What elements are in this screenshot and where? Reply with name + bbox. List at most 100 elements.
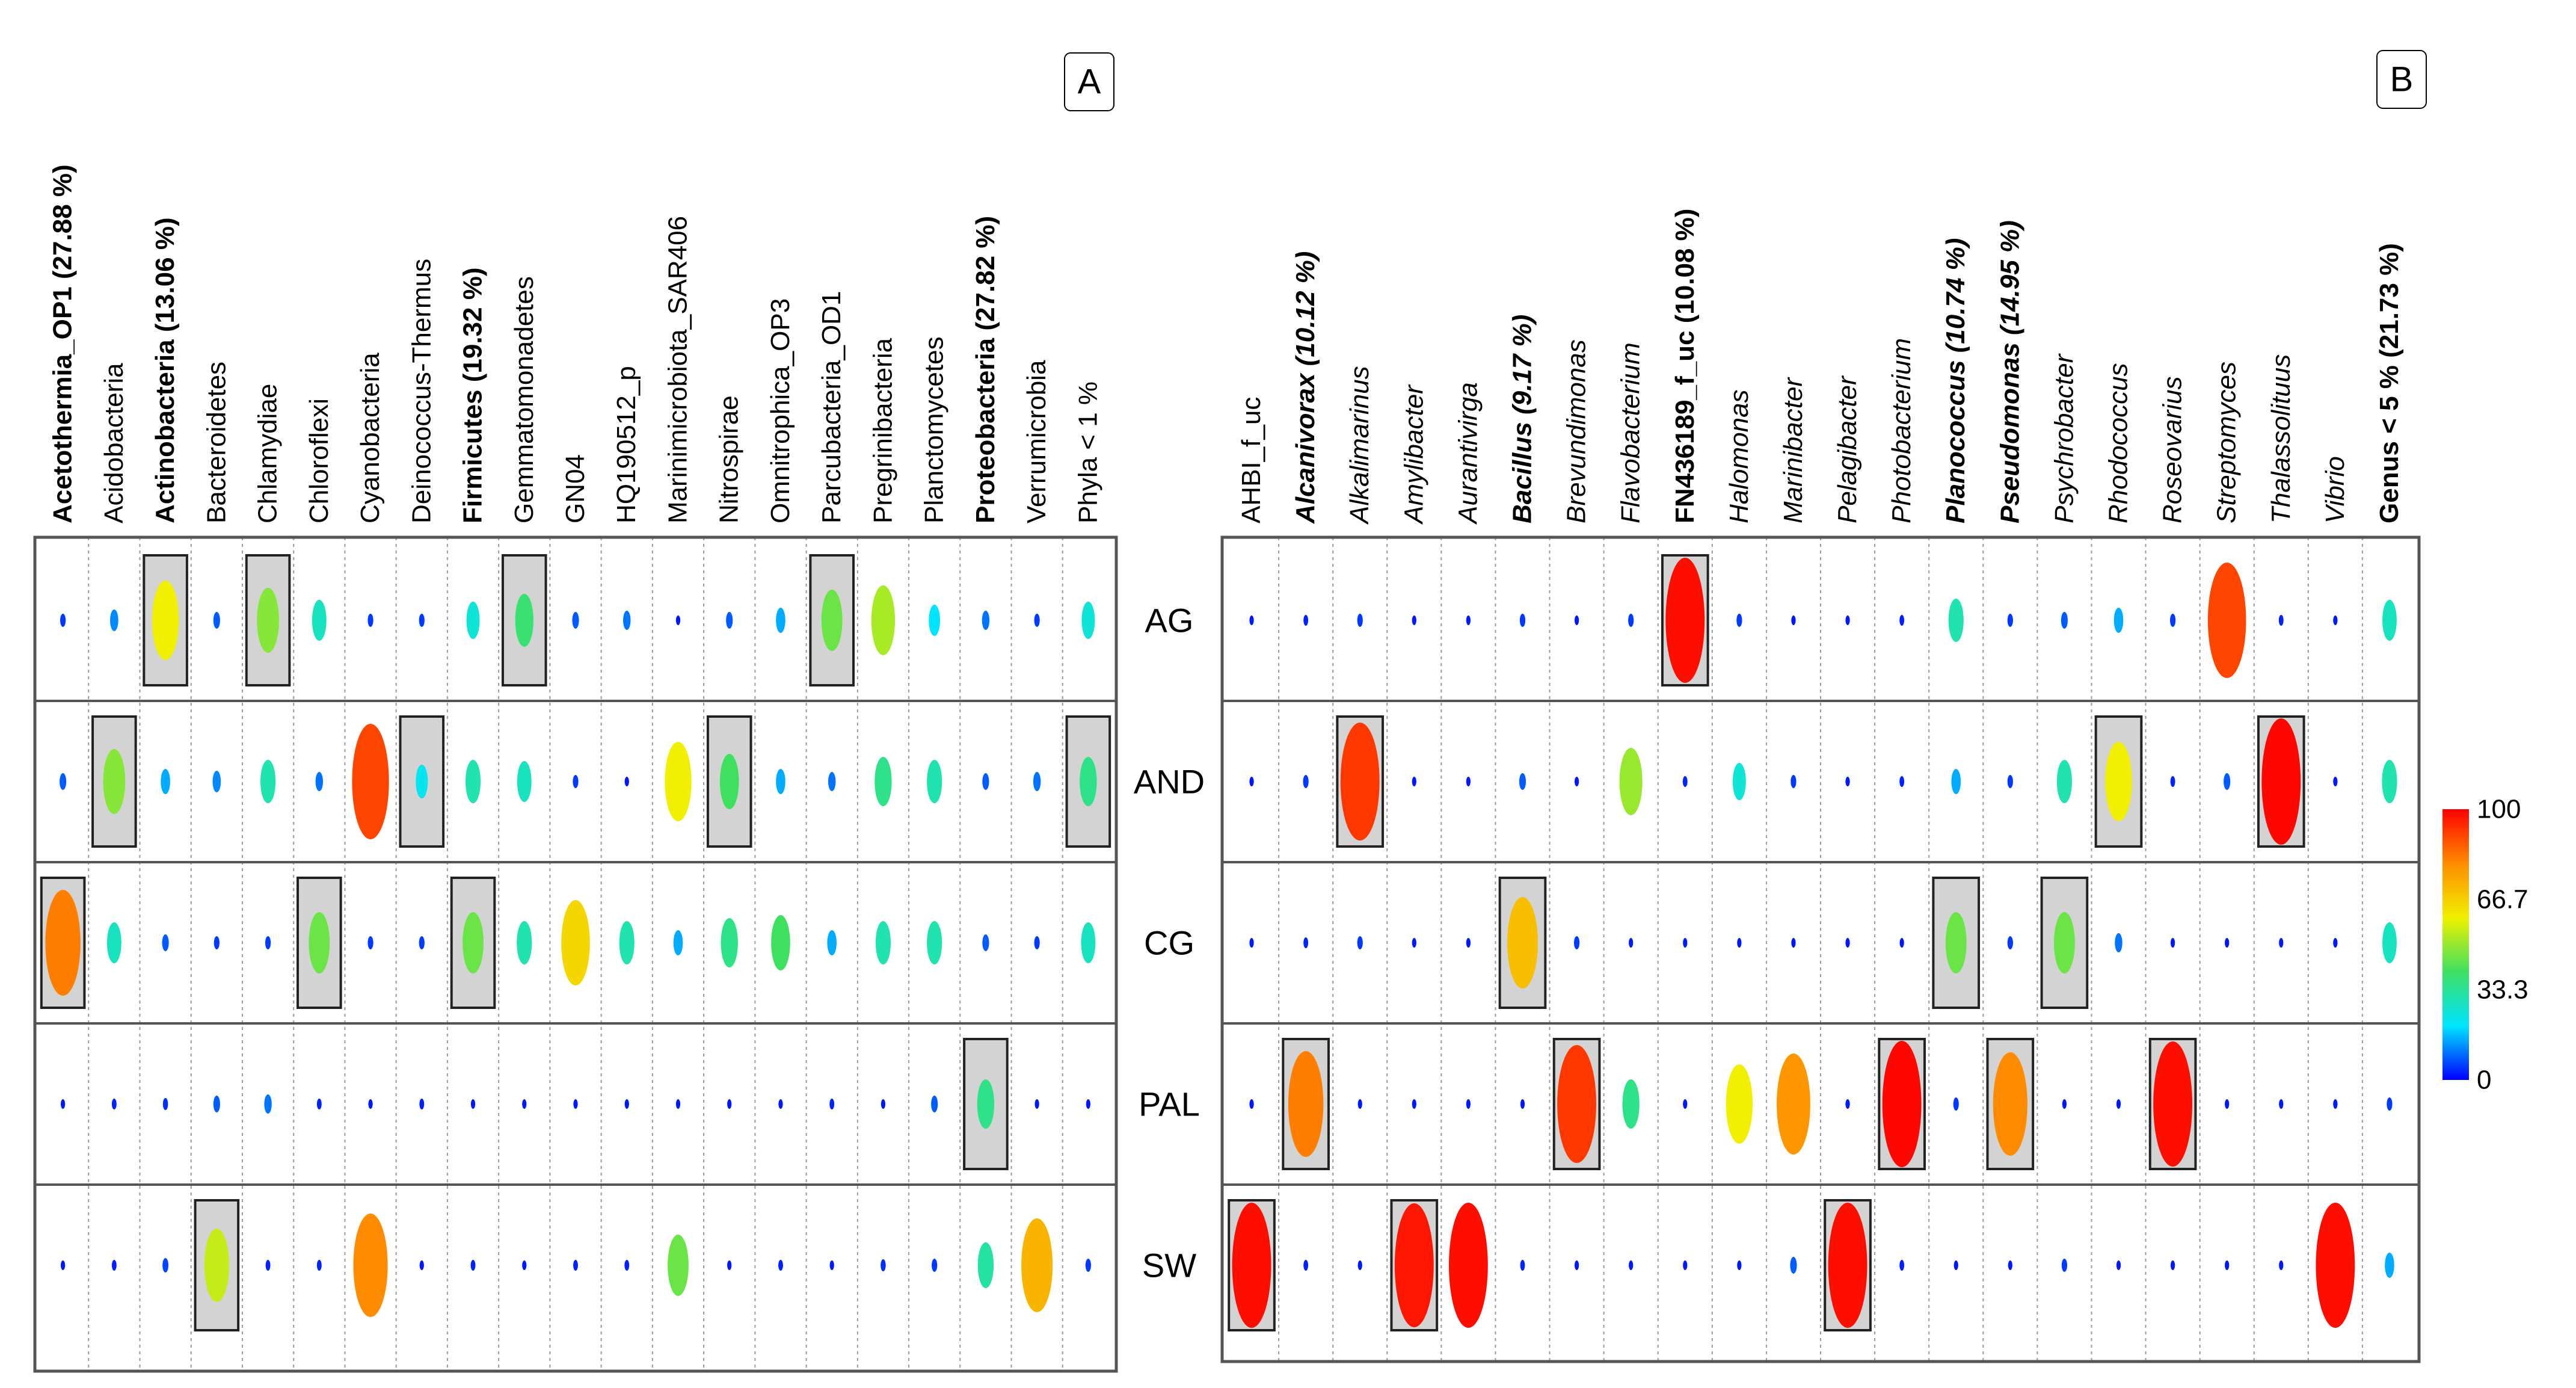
cell-bubble-pal-fn436189-f-uc-10-08 [1683,1099,1688,1109]
cell-bubble-pal-rhodococcus [2116,1099,2121,1109]
cell-bubble-and-genus-5-21-73 [2382,760,2397,803]
cell-bubble-and-verrumicrobia [1033,772,1041,791]
cell-bubble-cg-ahbi-f-uc [1249,938,1254,948]
cell-bubble-pal-halomonas [1726,1064,1753,1144]
cell-bubble-pal-proteobacteria-27-82 [977,1079,995,1129]
column-label-phyla-1: Phyla < 1 % [1073,381,1102,523]
cell-bubble-ag-bacteroidetes [213,612,220,629]
cell-bubble-ag-omnitrophica-op3 [776,608,785,633]
cell-bubble-sw-deinococcus-thermus [419,1260,424,1270]
cell-bubble-ag-ahbi-f-uc [1249,615,1254,625]
cell-bubble-and-streptomyces [2224,773,2231,790]
cell-bubble-ag-actinobacteria-13-06 [152,581,179,660]
column-label-gn04: GN04 [561,454,590,523]
cell-bubble-pal-amylibacter [1412,1099,1416,1109]
cell-bubble-ag-vibrio [2333,615,2338,625]
cell-bubble-cg-marinimicrobiota-sar406 [673,930,683,955]
cell-bubble-and-gemmatomonadetes [517,761,532,802]
panel-b-badge [2376,50,2427,109]
cell-bubble-cg-fn436189-f-uc-10-08 [1683,938,1688,948]
cell-bubble-and-bacteroidetes [212,771,221,792]
column-label-alcanivorax-10-12: Alcanivorax (10.12 %) [1291,251,1320,524]
column-label-pseudomonas-14-95: Pseudomonas (14.95 %) [1995,220,2024,523]
cell-bubble-sw-planctomycetes [932,1259,938,1272]
cell-bubble-pal-aurantivirga [1466,1099,1471,1109]
cell-bubble-and-deinococcus-thermus [416,765,428,798]
cell-bubble-sw-planococcus-10-74 [1954,1260,1958,1270]
cell-bubble-cg-acetothermia-op1-27-88 [45,890,81,996]
cell-bubble-ag-parcubacteria-od1 [821,590,843,651]
cell-bubble-cg-alcanivorax-10-12 [1303,937,1309,948]
cell-bubble-and-fn436189-f-uc-10-08 [1682,776,1688,787]
column-label-halomonas: Halomonas [1724,389,1754,523]
cell-bubble-pal-omnitrophica-op3 [778,1099,783,1109]
cell-bubble-and-photobacterium [1899,776,1905,787]
cell-bubble-and-vibrio [2333,777,2338,786]
color-scale-tick-label: 66.7 [2477,884,2528,914]
cell-bubble-sw-hq190512-p [624,1260,630,1271]
cell-bubble-cg-amylibacter [1412,938,1416,948]
cell-bubble-sw-chloroflexi [316,1260,322,1271]
cell-bubble-ag-psychrobacter [2061,612,2068,629]
cell-bubble-and-rhodococcus [2105,742,2132,821]
cell-bubble-and-thalassolituus [2261,718,2301,845]
cell-bubble-sw-gemmatomonadetes [522,1260,527,1270]
cell-bubble-cg-halomonas [1737,938,1742,948]
cell-bubble-pal-nitrospirae [727,1099,732,1109]
cell-bubble-sw-aurantivirga [1448,1203,1488,1328]
cell-bubble-and-alkalimarinus [1340,723,1380,841]
cell-bubble-sw-actinobacteria-13-06 [162,1258,169,1272]
cell-bubble-sw-alkalimarinus [1357,1260,1362,1270]
cell-bubble-pal-photobacterium [1882,1041,1922,1167]
column-label-acidobacteria: Acidobacteria [99,363,129,523]
cell-bubble-and-pelagibacter [1845,777,1850,786]
cell-bubble-cg-rhodococcus [2115,933,2123,952]
highlight-box [1932,877,1981,1009]
cell-bubble-ag-proteobacteria-27-82 [982,611,990,630]
cell-bubble-pal-planctomycetes [931,1096,938,1112]
cell-bubble-sw-halomonas [1737,1260,1742,1270]
cell-bubble-cg-omnitrophica-op3 [771,915,790,970]
cell-bubble-cg-gemmatomonadetes [517,921,532,964]
panel-b-cells [1228,554,2397,1331]
cell-bubble-sw-phyla-1 [1085,1259,1091,1272]
cell-bubble-ag-thalassolituus [2278,615,2284,626]
column-label-pelagibacter: Pelagibacter [1833,375,1862,523]
color-scale-bar [2442,809,2469,1080]
cell-bubble-ag-hq190512-p [623,611,631,630]
cell-bubble-ag-phyla-1 [1081,602,1095,639]
cell-bubble-cg-chloroflexi [309,912,330,973]
cell-bubble-sw-photobacterium [1899,1260,1905,1271]
cell-bubble-sw-pregrinibacteria [881,1259,886,1271]
cell-bubble-pal-gn04 [573,1099,578,1109]
cell-bubble-pal-cyanobacteria [368,1099,373,1109]
panel-b-frame [1220,535,2421,1363]
cell-bubble-ag-alkalimarinus [1357,614,1363,627]
cell-bubble-pal-acetothermia-op1-27-88 [60,1099,66,1109]
cell-bubble-ag-chloroflexi [312,600,327,641]
cell-bubble-ag-cyanobacteria [367,614,373,627]
cell-bubble-sw-bacillus-9-17 [1520,1260,1525,1271]
cell-bubble-pal-planococcus-10-74 [1953,1097,1959,1111]
row-label-ag: AG [1145,602,1194,640]
cell-bubble-pal-pregrinibacteria [881,1099,886,1109]
cell-bubble-ag-planococcus-10-74 [1948,599,1964,642]
highlight-box [399,715,445,848]
row-label-and: AND [1134,763,1205,801]
column-label-brevundimonas: Brevundimonas [1562,339,1591,523]
cell-bubble-and-marinimicrobiota-sar406 [665,742,692,821]
cell-bubble-cg-alkalimarinus [1357,936,1363,949]
cell-bubble-sw-rhodococcus [2116,1260,2121,1270]
cell-bubble-cg-cyanobacteria [367,936,373,949]
cell-bubble-and-gn04 [573,775,579,788]
cell-bubble-cg-gn04 [561,900,590,985]
cell-bubble-ag-halomonas [1736,614,1742,627]
cell-bubble-ag-aurantivirga [1466,615,1471,625]
cell-bubble-sw-vibrio [2316,1203,2355,1328]
cell-bubble-ag-planctomycetes [929,605,941,636]
cell-bubble-cg-psychrobacter [2054,912,2075,973]
cell-bubble-pal-hq190512-p [624,1099,629,1109]
column-label-streptomyces: Streptomyces [2212,362,2242,523]
panel-a-column-labels: Acetothermia_OP1 (27.88 %) Acidobacteria A… [48,164,1103,523]
